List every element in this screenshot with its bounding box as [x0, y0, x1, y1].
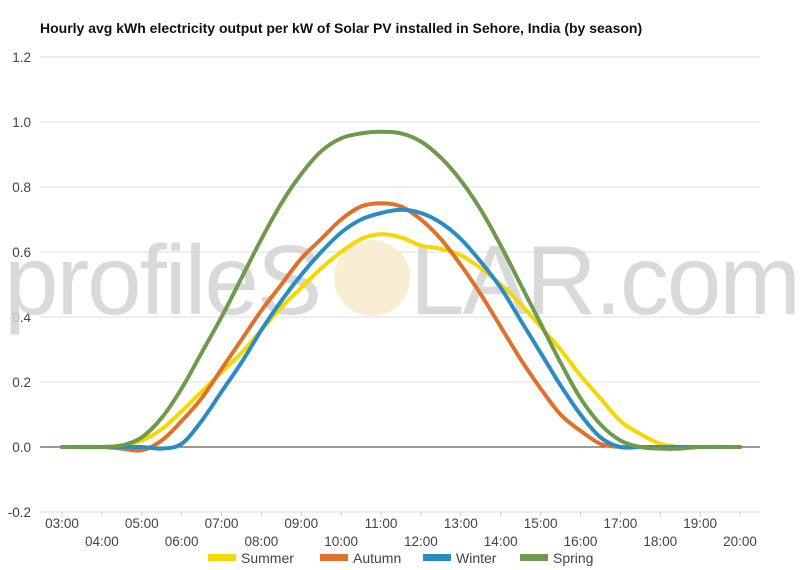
y-tick-label-0: -0.2 [8, 505, 31, 520]
x-tick-label-8: 11:00 [365, 516, 398, 531]
y-tick-label-2: 0.2 [12, 375, 31, 390]
x-tick-label-17: 20:00 [723, 534, 757, 549]
y-axis-tick-labels: -0.2 0.0 0.2 0.4 0.6 0.8 1.0 1.2 [8, 50, 32, 520]
x-tick-label-7: 10:00 [324, 534, 358, 549]
watermark-sun-icon [334, 240, 410, 316]
x-tick-label-16: 19:00 [683, 516, 717, 531]
y-tick-label-3: 0.4 [12, 310, 31, 325]
legend-swatch-autumn [320, 554, 348, 561]
x-axis-tick-labels: 03:00 04:00 05:00 06:00 07:00 08:00 09:00 10:00… [45, 512, 757, 549]
y-tick-label-7: 1.2 [12, 50, 31, 65]
series-line-spring [60, 129, 742, 451]
x-tick-label-3: 06:00 [165, 534, 199, 549]
series-lines [60, 129, 742, 453]
legend-label-summer: Summer [241, 550, 294, 566]
legend-label-winter: Winter [456, 550, 497, 566]
y-tick-label-5: 0.8 [12, 180, 31, 195]
series-line-autumn [60, 201, 742, 453]
x-tick-label-0: 03:00 [45, 516, 79, 531]
x-tick-label-6: 09:00 [284, 516, 318, 531]
legend-swatch-spring [520, 554, 548, 561]
x-tick-label-1: 04:00 [85, 534, 119, 549]
x-tick-label-4: 07:00 [205, 516, 239, 531]
x-tick-label-5: 08:00 [245, 534, 279, 549]
y-tick-label-1: 0.0 [12, 440, 31, 455]
x-tick-label-13: 16:00 [564, 534, 598, 549]
y-tick-label-4: 0.6 [12, 245, 31, 260]
chart-title: Hourly avg kWh electricity output per kW… [40, 20, 642, 36]
y-tick-label-6: 1.0 [12, 115, 31, 130]
legend-label-spring: Spring [553, 550, 593, 566]
x-tick-label-14: 17:00 [603, 516, 637, 531]
x-tick-label-10: 13:00 [444, 516, 478, 531]
watermark-text-right: LAR.com [410, 225, 799, 335]
x-tick-label-2: 05:00 [125, 516, 159, 531]
series-line-summer [60, 232, 742, 450]
x-tick-label-9: 12:00 [404, 534, 438, 549]
profilesolar-watermark: profileS LAR.com [4, 225, 800, 335]
legend-swatch-summer [208, 554, 236, 561]
x-tick-label-15: 18:00 [643, 534, 677, 549]
x-tick-label-11: 14:00 [484, 534, 518, 549]
chart-legend: Summer Autumn Winter Spring [208, 550, 593, 566]
legend-swatch-winter [423, 554, 451, 561]
legend-label-autumn: Autumn [353, 550, 401, 566]
series-line-winter [60, 207, 742, 451]
x-tick-label-12: 15:00 [524, 516, 558, 531]
